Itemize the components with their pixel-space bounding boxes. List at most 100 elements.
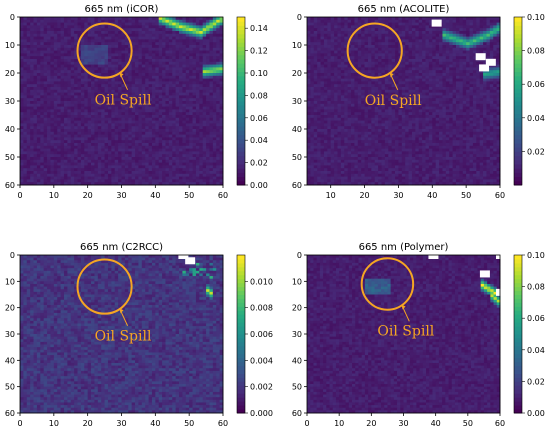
heatmap-cell: [138, 126, 143, 130]
heatmap-cell: [60, 25, 65, 29]
heatmap-cell: [313, 19, 318, 23]
heatmap-cell: [91, 89, 95, 93]
heatmap-cell: [30, 117, 34, 121]
heatmap-cell: [317, 17, 321, 21]
heatmap-cell: [111, 19, 116, 23]
heatmap-cell: [101, 81, 105, 85]
heatmap-cell: [97, 126, 102, 130]
heatmap-cell: [77, 109, 82, 113]
heatmap-cell: [80, 145, 85, 149]
heatmap-cell: [384, 67, 389, 71]
heatmap-cell: [452, 73, 457, 77]
heatmap-cell: [212, 131, 217, 135]
heatmap-cell: [422, 22, 426, 26]
heatmap-cell: [381, 64, 386, 68]
heatmap-cell: [91, 148, 95, 152]
heatmap-cell: [26, 109, 31, 113]
heatmap-cell: [172, 140, 177, 144]
heatmap-cell: [398, 61, 403, 65]
heatmap-cell: [151, 143, 156, 147]
heatmap-cell: [47, 176, 51, 180]
heatmap-cell: [145, 89, 149, 93]
heatmap-cell: [489, 67, 494, 71]
heatmap-cell: [104, 126, 109, 130]
heatmap-cell: [459, 67, 464, 71]
heatmap-cell: [33, 154, 38, 158]
heatmap-cell: [202, 42, 207, 46]
heatmap-cell: [199, 140, 204, 144]
heatmap-cell: [111, 117, 116, 121]
heatmap-cell: [459, 28, 464, 32]
heatmap-cell: [131, 67, 136, 71]
oil-spill-arrowhead: [119, 72, 124, 78]
heatmap-cell: [101, 154, 105, 158]
heatmap-cell: [63, 36, 68, 40]
heatmap-cell: [212, 61, 217, 65]
heatmap-cell: [422, 31, 426, 35]
heatmap-cell: [472, 19, 477, 23]
heatmap-cell: [91, 137, 95, 141]
heatmap-cell: [378, 70, 382, 74]
heatmap-cell: [172, 143, 177, 147]
heatmap-cell: [135, 47, 139, 51]
heatmap-cell: [219, 126, 224, 130]
heatmap-cell: [469, 50, 474, 54]
heatmap-cell: [449, 28, 453, 32]
heatmap-cell: [401, 31, 406, 35]
heatmap-cell: [216, 67, 221, 71]
heatmap-cell: [466, 64, 470, 68]
heatmap-cell: [401, 70, 406, 74]
heatmap-cell: [172, 117, 177, 121]
heatmap-cell: [354, 17, 359, 21]
heatmap-cell: [216, 87, 221, 91]
heatmap-cell: [307, 17, 311, 21]
heatmap-cell: [91, 182, 95, 186]
heatmap-cell: [371, 19, 376, 23]
heatmap-cell: [199, 120, 204, 124]
heatmap-cell: [192, 151, 197, 155]
heatmap-cell: [155, 84, 160, 88]
heatmap-cell: [185, 84, 190, 88]
heatmap-cell: [43, 176, 48, 180]
heatmap-cell: [219, 45, 224, 49]
heatmap-cell: [33, 98, 38, 102]
heatmap-cell: [97, 42, 102, 46]
heatmap-cell: [351, 53, 355, 57]
heatmap-cell: [70, 42, 75, 46]
heatmap-cell: [74, 134, 78, 138]
heatmap-cell: [74, 39, 78, 43]
heatmap-cell: [124, 42, 129, 46]
heatmap-cell: [162, 157, 166, 161]
heatmap-cell: [114, 101, 119, 105]
heatmap-cell: [378, 36, 382, 40]
heatmap-cell: [128, 182, 133, 186]
heatmap-cell: [313, 50, 318, 54]
heatmap-cell: [60, 78, 65, 82]
heatmap-cell: [107, 19, 112, 23]
heatmap-cell: [23, 134, 28, 138]
heatmap-cell: [158, 115, 163, 119]
heatmap-cell: [23, 120, 28, 124]
heatmap-cell: [107, 33, 112, 37]
heatmap-cell: [327, 31, 332, 35]
heatmap-cell: [91, 36, 95, 40]
heatmap-cell: [158, 131, 163, 135]
heatmap-cell: [53, 53, 58, 57]
heatmap-cell: [77, 120, 82, 124]
heatmap-cell: [104, 101, 109, 105]
heatmap-cell: [26, 162, 31, 166]
heatmap-cell: [367, 50, 372, 54]
heatmap-cell: [40, 42, 45, 46]
heatmap-cell: [20, 81, 24, 85]
heatmap-cell: [138, 157, 143, 161]
heatmap-cell: [307, 33, 311, 37]
heatmap-cell: [378, 33, 382, 37]
heatmap-cell: [36, 151, 41, 155]
heatmap-cell: [323, 33, 328, 37]
heatmap-cell: [195, 73, 200, 77]
heatmap-cell: [344, 70, 349, 74]
heatmap-cell: [121, 129, 126, 133]
heatmap-cell: [111, 95, 116, 99]
heatmap-cell: [114, 123, 119, 127]
heatmap-cell: [121, 173, 126, 177]
